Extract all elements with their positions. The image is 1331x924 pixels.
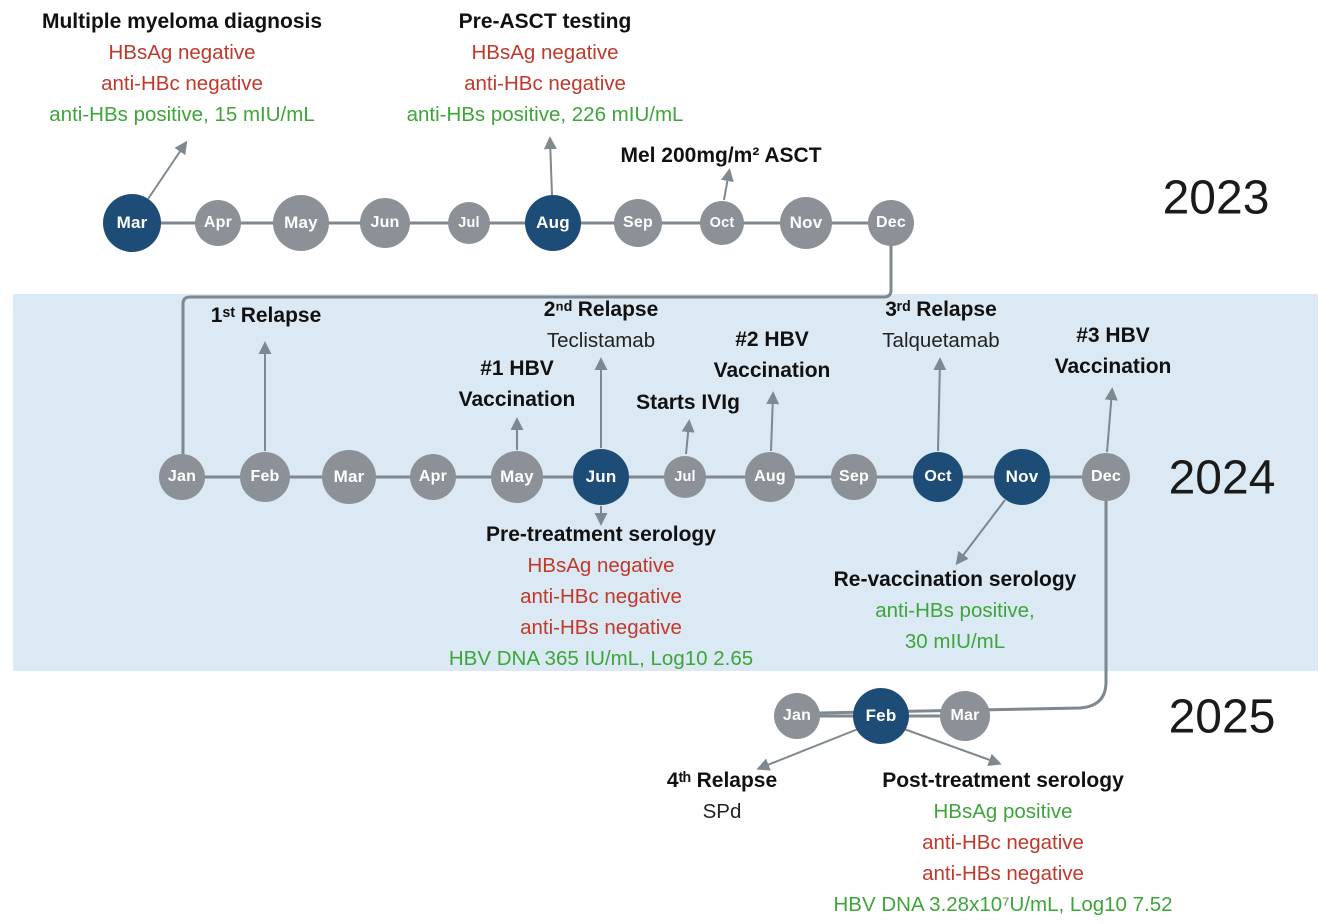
month-2024-mar: Mar <box>322 450 376 504</box>
anti-hbs-result: anti-HBs negative <box>520 616 682 639</box>
anti-hbs-result: anti-HBs positive, 226 mIU/mL <box>406 103 684 126</box>
month-2025-jan: Jan <box>774 693 820 739</box>
month-2025-mar: Mar <box>940 691 990 741</box>
month-2023-sep: Sep <box>614 199 662 247</box>
year-label-2024: 2024 <box>1168 451 1276 505</box>
month-2024-jun: Jun <box>573 449 629 505</box>
anti-hbs-value: 30 mIU/mL <box>904 630 1006 653</box>
annotation-diagnosis: Multiple myeloma diagnosis HBsAg negativ… <box>42 6 322 130</box>
anti-hbs-result: anti-HBs negative <box>922 862 1084 885</box>
month-2024-dec: Dec <box>1082 453 1130 501</box>
annotation-title: Pre-treatment serology <box>486 523 716 546</box>
month-2024-sep: Sep <box>831 454 877 500</box>
annotation-title: Multiple myeloma diagnosis <box>41 10 323 33</box>
annotation-title: Mel 200mg/m² ASCT <box>620 144 822 167</box>
hbsag-result: HBsAg positive <box>933 800 1073 823</box>
month-2025-feb: Feb <box>853 688 909 744</box>
annotation-hbv2: #2 HBV Vaccination <box>714 324 831 386</box>
month-2024-jul: Jul <box>664 456 706 498</box>
annotation-re-vaccination: Re-vaccination serology anti-HBs positiv… <box>834 564 1077 657</box>
annotation-title: Post-treatment serology <box>882 769 1124 792</box>
month-2023-jun: Jun <box>360 198 410 248</box>
anti-hbc-result: anti-HBc negative <box>520 585 682 608</box>
annotation-line: Vaccination <box>713 359 831 382</box>
annotation-hbv3: #3 HBV Vaccination <box>1055 320 1172 382</box>
annotation-asct: Mel 200mg/m² ASCT <box>620 140 821 171</box>
annotation-title: 3ʳᵈ Relapse <box>885 298 997 321</box>
annotation-title: 1ˢᵗ Relapse <box>210 304 322 327</box>
month-2024-may: May <box>491 451 543 503</box>
anti-hbc-result: anti-HBc negative <box>922 831 1084 854</box>
hbv-dna-result: HBV DNA 3.28x10⁷U/mL, Log10 7.52 <box>833 893 1173 916</box>
annotation-title: Pre-ASCT testing <box>458 10 632 33</box>
annotation-title: 4ᵗʰ Relapse <box>666 769 778 792</box>
annotation-relapse4: 4ᵗʰ Relapse SPd <box>667 765 777 827</box>
month-2023-nov: Nov <box>780 197 832 249</box>
month-2024-feb: Feb <box>240 452 290 502</box>
annotation-relapse2: 2ⁿᵈ Relapse Teclistamab <box>544 294 659 356</box>
month-2024-apr: Apr <box>410 454 456 500</box>
month-2024-oct: Oct <box>913 452 963 502</box>
month-2024-jan: Jan <box>159 454 205 500</box>
annotation-hbv1: #1 HBV Vaccination <box>459 353 576 415</box>
month-2023-mar: Mar <box>103 194 161 252</box>
annotation-title: #1 HBV <box>480 357 554 380</box>
hbsag-result: HBsAg negative <box>527 554 675 577</box>
annotation-line: Vaccination <box>1054 355 1172 378</box>
month-2024-aug: Aug <box>745 452 795 502</box>
annotation-title: 2ⁿᵈ Relapse <box>543 298 659 321</box>
year-label-2025: 2025 <box>1168 690 1276 744</box>
hbv-dna-result: HBV DNA 365 IU/mL, Log10 2.65 <box>448 647 754 670</box>
hbsag-result: HBsAg negative <box>108 41 256 64</box>
annotation-relapse1: 1ˢᵗ Relapse <box>211 300 322 331</box>
anti-hbc-result: anti-HBc negative <box>101 72 263 95</box>
treatment-name: Talquetamab <box>882 329 1000 352</box>
annotation-pre-treatment: Pre-treatment serology HBsAg negative an… <box>449 519 753 674</box>
anti-hbc-result: anti-HBc negative <box>464 72 626 95</box>
month-2023-jul: Jul <box>448 202 490 244</box>
treatment-name: SPd <box>702 800 742 823</box>
annotation-title: Starts IVIg <box>636 391 740 414</box>
hbsag-result: HBsAg negative <box>471 41 619 64</box>
annotation-pre-asct: Pre-ASCT testing HBsAg negative anti-HBc… <box>407 6 684 130</box>
annotation-title: Re-vaccination serology <box>833 568 1077 591</box>
annotation-relapse3: 3ʳᵈ Relapse Talquetamab <box>882 294 999 356</box>
annotation-title: #3 HBV <box>1076 324 1150 347</box>
annotation-title: #2 HBV <box>735 328 809 351</box>
month-2023-oct: Oct <box>700 201 744 245</box>
annotation-ivig: Starts IVIg <box>636 387 740 418</box>
annotation-line: Vaccination <box>458 388 576 411</box>
year-label-2023: 2023 <box>1162 171 1270 225</box>
month-2023-aug: Aug <box>525 195 581 251</box>
month-2024-nov: Nov <box>994 449 1050 505</box>
month-2023-apr: Apr <box>195 200 241 246</box>
month-2023-may: May <box>273 195 329 251</box>
month-2023-dec: Dec <box>868 200 914 246</box>
treatment-name: Teclistamab <box>546 329 656 352</box>
annotation-post-treatment: Post-treatment serology HBsAg positive a… <box>833 765 1172 920</box>
anti-hbs-result: anti-HBs positive, <box>875 599 1035 622</box>
anti-hbs-result: anti-HBs positive, 15 mIU/mL <box>49 103 315 126</box>
